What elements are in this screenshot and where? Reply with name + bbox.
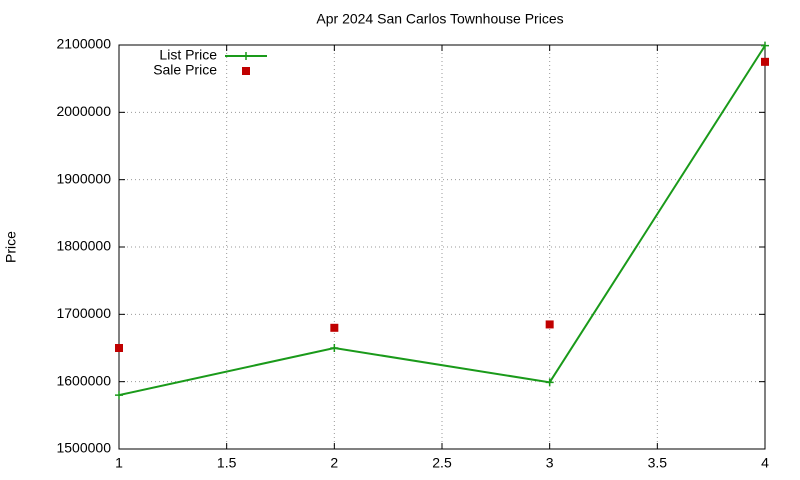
- point: [115, 391, 123, 400]
- y-tick-label: 1800000: [56, 238, 111, 254]
- y-tick-label: 2100000: [56, 36, 111, 52]
- x-tick-label: 2: [330, 455, 338, 471]
- x-tick-label: 1.5: [217, 455, 237, 471]
- x-tick-label: 3: [546, 455, 554, 471]
- y-tick-label: 1600000: [56, 372, 111, 388]
- x-tick-label: 2.5: [432, 455, 452, 471]
- line: [118, 45, 766, 397]
- point: [761, 57, 769, 66]
- y-axis-label: Price: [3, 231, 19, 263]
- legend-marker: [242, 52, 250, 60]
- legend-label: List Price: [159, 47, 217, 63]
- point: [761, 41, 769, 50]
- point: [115, 344, 123, 352]
- point: [545, 320, 554, 329]
- x-tick-label: 4: [761, 455, 769, 471]
- legend-label: Sale Price: [153, 62, 217, 78]
- legend-marker: [242, 67, 250, 75]
- point: [330, 344, 339, 352]
- y-tick-label: 1900000: [56, 170, 111, 186]
- point: [545, 378, 554, 387]
- plot-frame: [118, 44, 766, 450]
- point: [330, 323, 339, 332]
- x-tick-label: 3.5: [648, 455, 668, 471]
- y-tick-label: 1700000: [56, 305, 111, 321]
- x-tick-label: 1: [115, 455, 123, 471]
- y-tick-label: 2000000: [56, 103, 111, 119]
- y-tick-label: 1500000: [56, 440, 111, 456]
- chart-title: Apr 2024 San Carlos Townhouse Prices: [316, 11, 563, 27]
